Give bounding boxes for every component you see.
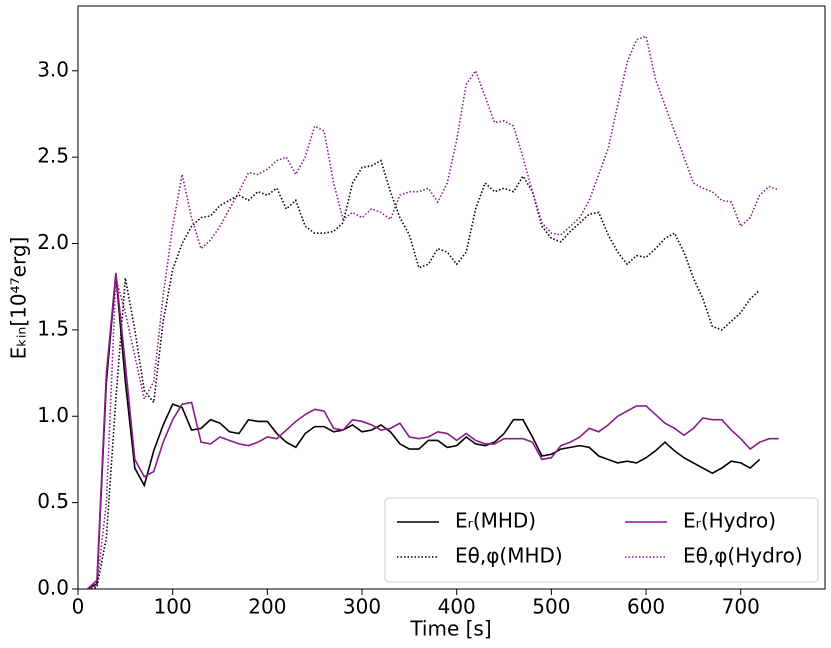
series-line (86, 272, 779, 590)
y-tick-label: 2.5 (37, 144, 69, 168)
legend-label: Eθ,φ(Hydro) (683, 544, 803, 568)
y-tick-label: 0.0 (37, 576, 69, 600)
x-tick-label: 0 (72, 595, 85, 619)
y-tick-label: 1.5 (37, 316, 69, 340)
y-tick-label: 0.5 (37, 489, 69, 513)
x-tick-label: 700 (722, 595, 760, 619)
legend-label: Eθ,φ(MHD) (455, 544, 563, 568)
y-tick-label: 3.0 (37, 57, 69, 81)
x-tick-label: 300 (343, 595, 381, 619)
legend-label: Eᵣ(MHD) (455, 509, 536, 533)
plot-frame (77, 5, 826, 590)
series-line (87, 35, 779, 590)
x-tick-label: 600 (627, 595, 665, 619)
x-tick-label: 200 (248, 595, 286, 619)
x-tick-label: 500 (532, 595, 570, 619)
series-line (87, 159, 761, 590)
x-axis-label: Time [s] (409, 617, 491, 641)
legend-label: Eᵣ(Hydro) (683, 509, 776, 533)
series-line (87, 274, 761, 590)
y-axis-label: Eₖᵢₙ[10⁴⁷erg] (7, 237, 31, 360)
x-tick-label: 400 (438, 595, 476, 619)
legend-box (384, 497, 819, 583)
y-tick-label: 1.0 (37, 403, 69, 427)
x-tick-label: 100 (154, 595, 192, 619)
y-tick-label: 2.0 (37, 230, 69, 254)
